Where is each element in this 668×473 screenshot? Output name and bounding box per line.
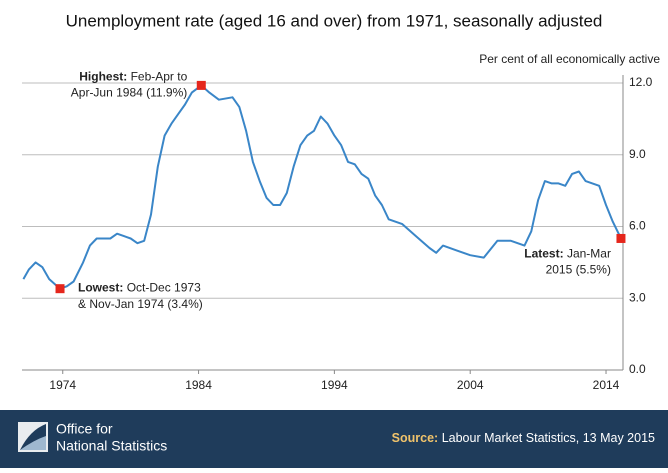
- chart-title: Unemployment rate (aged 16 and over) fro…: [66, 11, 603, 30]
- y-tick-label: 3.0: [629, 290, 646, 304]
- source-text: Labour Market Statistics, 13 May 2015: [442, 431, 655, 445]
- annotation-text: 2015 (5.5%): [546, 263, 611, 277]
- annotation-text: & Nov-Jan 1974 (3.4%): [78, 297, 203, 311]
- annotation-text: Feb-Apr to: [131, 70, 188, 84]
- logo: [18, 422, 48, 452]
- x-tick-label: 1994: [321, 378, 348, 392]
- y-tick-label: 9.0: [629, 147, 646, 161]
- publisher: Office for: [56, 421, 113, 437]
- x-tick-label: 2014: [593, 378, 620, 392]
- source-label: Source:: [392, 431, 439, 445]
- data-line: [22, 84, 622, 290]
- y-tick-label: 6.0: [629, 219, 646, 233]
- x-tick-label: 1974: [49, 378, 76, 392]
- annotation: Latest: Jan-Mar: [524, 247, 611, 261]
- marker: [55, 284, 65, 294]
- y-tick-label: 12.0: [629, 75, 653, 89]
- annotation-text: Apr-Jun 1984 (11.9%): [71, 86, 188, 100]
- annotation-text: Oct-Dec 1973: [127, 281, 201, 295]
- marker: [616, 233, 626, 243]
- annotation-bold: Highest:: [79, 70, 127, 84]
- y-tick-label: 0.0: [629, 362, 646, 376]
- marker: [196, 80, 206, 90]
- annotation-bold: Latest:: [524, 247, 563, 261]
- annotation: Lowest: Oct-Dec 1973: [78, 281, 201, 295]
- source: Source: Labour Market Statistics, 13 May…: [392, 431, 655, 445]
- subtitle: Per cent of all economically active: [479, 52, 660, 66]
- annotation-text: Jan-Mar: [567, 247, 611, 261]
- x-tick-label: 2004: [457, 378, 484, 392]
- x-tick-label: 1984: [185, 378, 212, 392]
- footer-band: [0, 410, 668, 468]
- annotation-bold: Lowest:: [78, 281, 123, 295]
- publisher: National Statistics: [56, 438, 167, 454]
- annotation: Highest: Feb-Apr to: [79, 70, 187, 84]
